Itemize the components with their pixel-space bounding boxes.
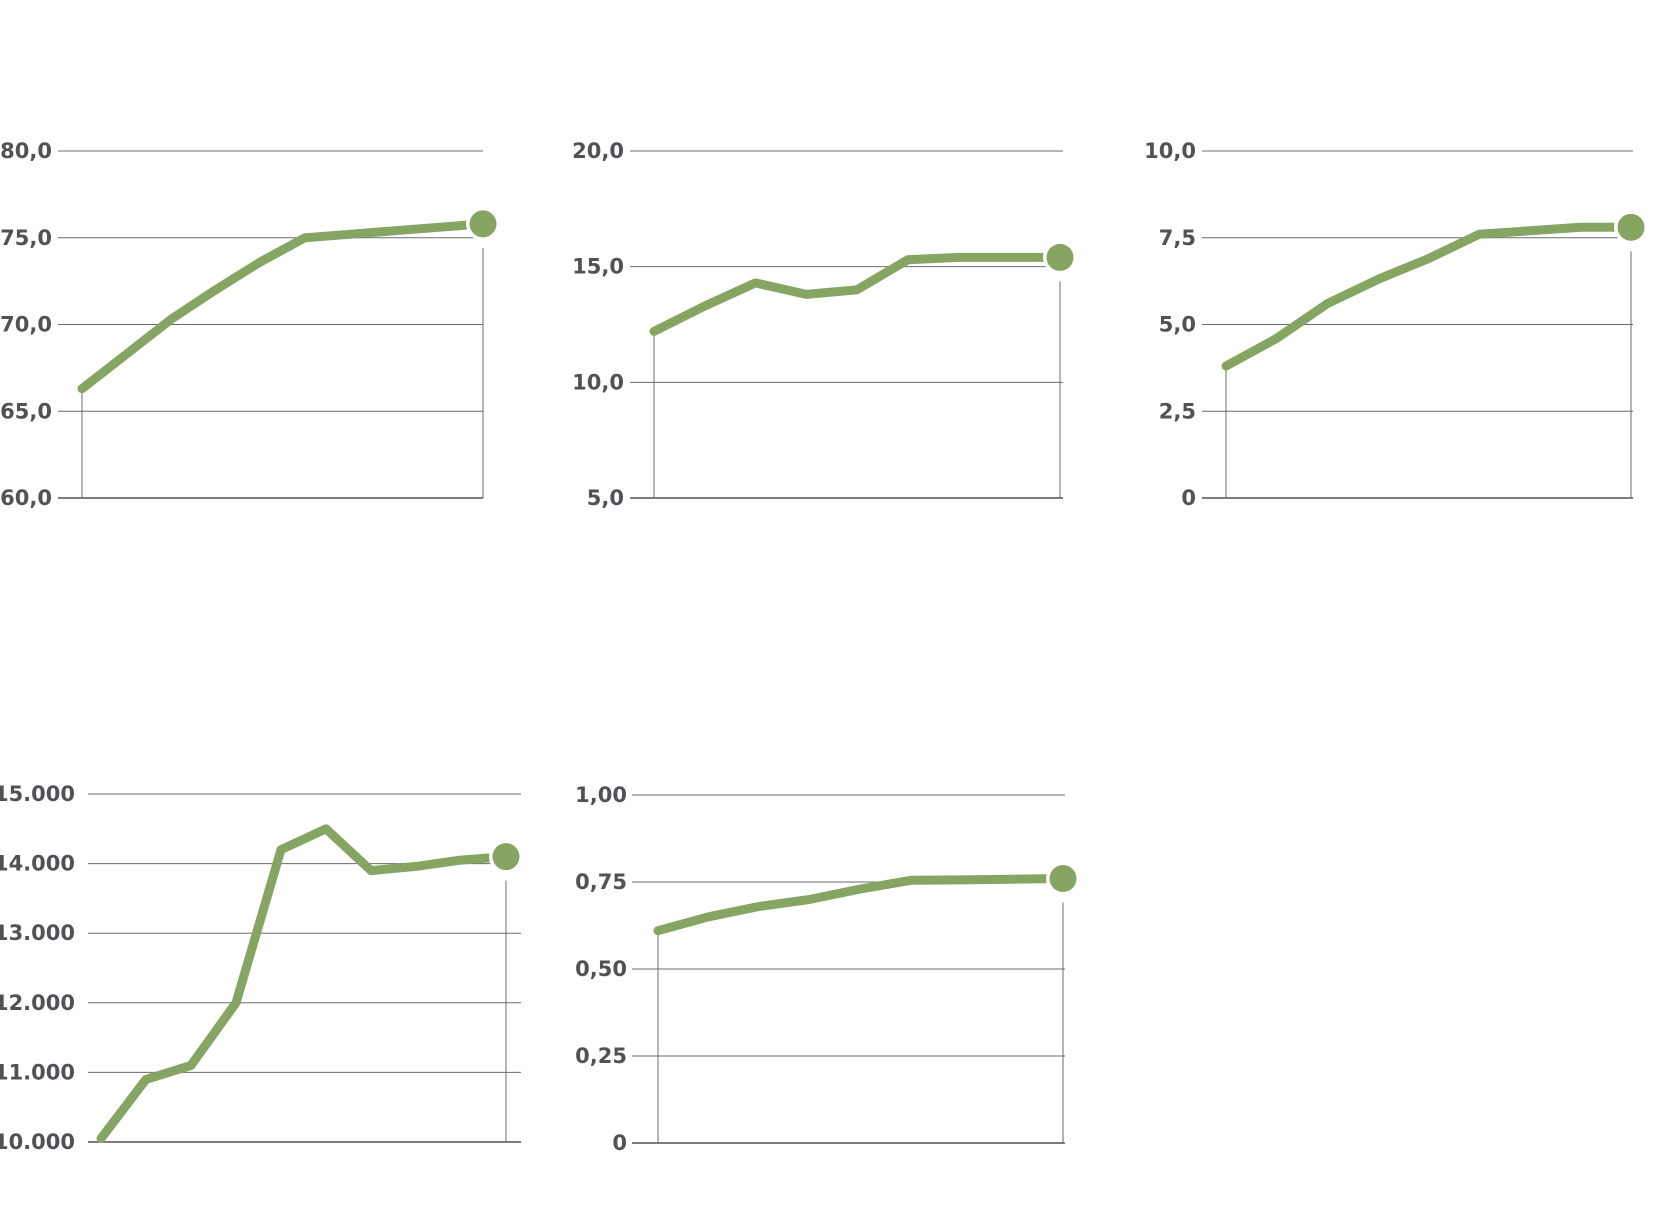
y-tick-label: 60,0 (0, 486, 52, 510)
y-tick-label: 13.000 (0, 921, 75, 945)
chart-5: 0 0,25 0,50 0,75 1,00 (575, 783, 1080, 1155)
end-marker (1046, 243, 1074, 271)
end-marker (492, 843, 520, 871)
series-line (1221, 222, 1636, 371)
series-line (653, 874, 1068, 936)
series-line (77, 219, 488, 394)
y-tick-label: 12.000 (0, 991, 75, 1015)
y-tick-label: 70,0 (0, 313, 52, 337)
y-tick-label: 10,0 (1144, 139, 1196, 163)
y-tick-label: 0 (612, 1131, 627, 1155)
y-tick-label: 5,0 (1159, 313, 1196, 337)
y-tick-label: 0,50 (575, 957, 627, 981)
series-line (649, 252, 1065, 336)
y-tick-label: 0,75 (575, 870, 627, 894)
chart-3: 0 2,5 5,0 7,5 10,0 (1144, 139, 1648, 510)
y-tick-label: 2,5 (1159, 399, 1196, 423)
y-tick-label: 1,00 (575, 783, 627, 807)
y-tick-label: 7,5 (1159, 226, 1196, 250)
y-tick-label: 5,0 (587, 486, 624, 510)
y-tick-label: 75,0 (0, 226, 52, 250)
y-tick-label: 10.000 (0, 1130, 75, 1154)
y-tick-label: 11.000 (0, 1060, 75, 1084)
end-marker (1617, 213, 1645, 241)
y-tick-label: 20,0 (572, 139, 624, 163)
end-marker (1049, 865, 1077, 893)
series-line (96, 824, 511, 1143)
y-tick-label: 15.000 (0, 782, 75, 806)
chart-1: 60,0 65,0 70,0 75,0 80,0 (0, 139, 500, 510)
y-tick-label: 65,0 (0, 399, 52, 423)
y-tick-label: 10,0 (572, 370, 624, 394)
chart-4: 10.000 11.000 12.000 13.000 14.000 15.000 (0, 782, 523, 1154)
chart-2: 5,0 10,0 15,0 20,0 (572, 139, 1077, 510)
y-tick-label: 0,25 (575, 1044, 627, 1068)
y-tick-label: 14.000 (0, 852, 75, 876)
y-tick-label: 80,0 (0, 139, 52, 163)
y-tick-label: 0 (1181, 486, 1196, 510)
end-marker (469, 210, 497, 238)
y-tick-label: 15,0 (572, 255, 624, 279)
